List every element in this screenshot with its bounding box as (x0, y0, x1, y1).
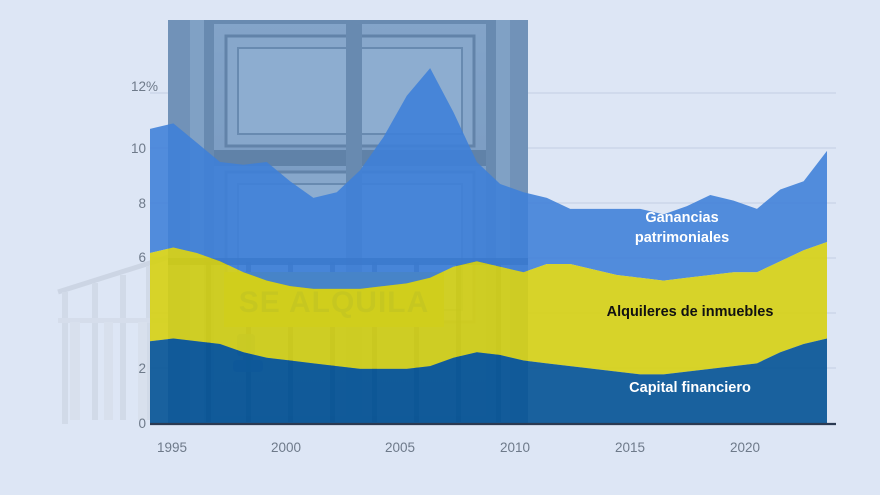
series-labels: Ganancias patrimoniales Alquileres de in… (607, 210, 774, 396)
y-tick-6: 6 (138, 250, 146, 265)
series-label-ganancias-line1: Ganancias (645, 210, 718, 226)
y-axis-tick-labels: 12% 10 8 6 2 0 (131, 79, 158, 431)
y-tick-10: 10 (131, 141, 146, 156)
x-axis-tick-labels: 1995 2000 2005 2010 2015 2020 (157, 440, 760, 455)
x-tick-2015: 2015 (615, 440, 645, 455)
series-label-ganancias-line2: patrimoniales (635, 230, 729, 246)
x-tick-1995: 1995 (157, 440, 187, 455)
area-series-group (150, 68, 827, 424)
area-capital-financiero (150, 338, 827, 424)
area-alquileres-de-inmuebles (150, 241, 827, 375)
area-ganancias-patrimoniales (150, 68, 827, 289)
y-tick-2: 2 (138, 361, 146, 376)
series-label-capital: Capital financiero (629, 380, 751, 396)
series-label-alquileres: Alquileres de inmuebles (607, 304, 774, 320)
x-tick-2020: 2020 (730, 440, 760, 455)
photo-ghost-railing (57, 253, 173, 424)
x-tick-2005: 2005 (385, 440, 415, 455)
y-tick-12: 12% (131, 79, 158, 94)
y-tick-8: 8 (138, 196, 146, 211)
x-tick-2000: 2000 (271, 440, 301, 455)
y-tick-0: 0 (138, 416, 146, 431)
x-tick-2010: 2010 (500, 440, 530, 455)
